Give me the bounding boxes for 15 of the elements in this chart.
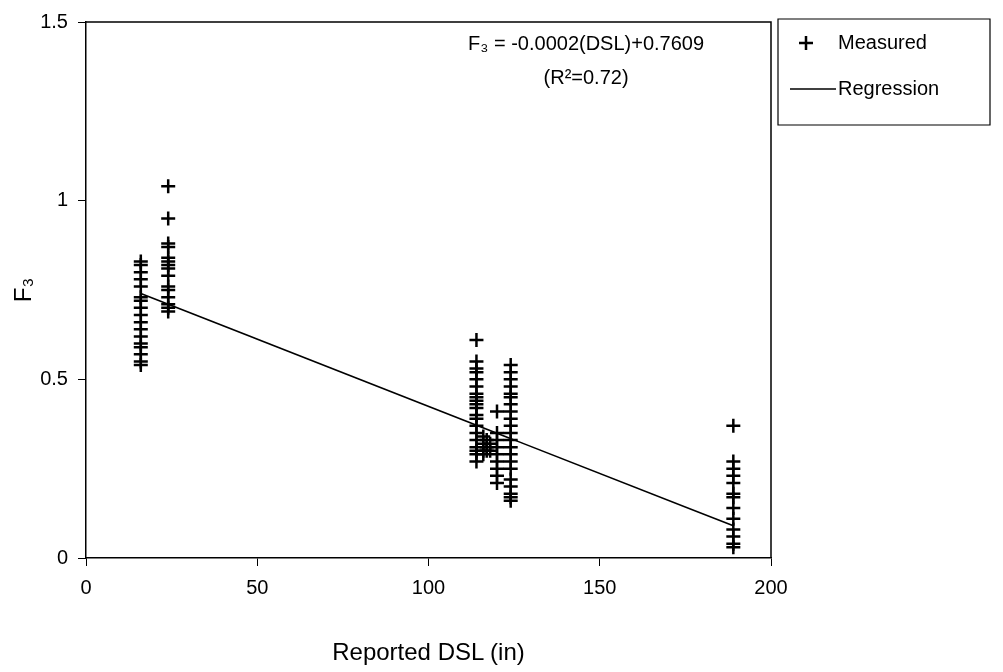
x-tick-label: 0 bbox=[80, 575, 92, 598]
y-tick-label: 1 bbox=[56, 188, 68, 211]
y-tick-label: 0 bbox=[56, 545, 68, 568]
x-tick-label: 50 bbox=[246, 575, 269, 598]
annotation: F₃ = -0.0002(DSL)+0.7609 bbox=[468, 31, 705, 54]
legend-label: Regression bbox=[838, 76, 940, 99]
x-tick-label: 200 bbox=[754, 575, 788, 598]
y-tick-label: 0.5 bbox=[40, 366, 68, 389]
y-axis-title: F₃ bbox=[9, 277, 37, 303]
x-tick-label: 100 bbox=[411, 575, 446, 598]
annotation: (R²=0.72) bbox=[543, 65, 629, 88]
x-axis-title: Reported DSL (in) bbox=[332, 638, 525, 666]
y-tick-label: 1.5 bbox=[40, 9, 68, 32]
legend-label: Measured bbox=[838, 30, 927, 53]
x-tick-label: 150 bbox=[583, 575, 617, 598]
